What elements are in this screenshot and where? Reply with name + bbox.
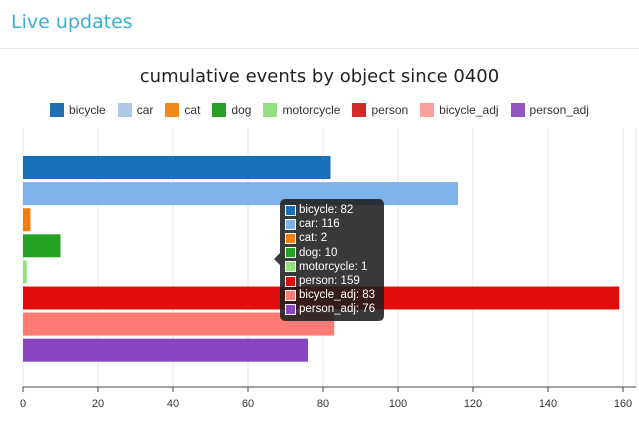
legend-swatch: [263, 103, 278, 117]
tooltip-swatch: [285, 261, 296, 273]
tooltip-row: person: 159: [285, 274, 379, 288]
chart-x-axis: 0 20 40 60 80 100 120 140 160: [20, 386, 636, 410]
tooltip-swatch: [285, 275, 296, 287]
bar-bicycle[interactable]: [23, 156, 331, 179]
tooltip-swatch: [285, 218, 296, 230]
tooltip-row: bicycle_adj: 83: [285, 288, 379, 302]
tooltip-swatch: [285, 247, 296, 259]
x-tick-label: 20: [92, 398, 104, 410]
tooltip-row: dog: 10: [285, 246, 379, 260]
tooltip-row: bicycle: 82: [285, 203, 379, 217]
bar-dog[interactable]: [23, 234, 61, 258]
legend-item-bicycle[interactable]: bicycle: [50, 103, 106, 117]
legend-swatch: [352, 103, 367, 117]
tooltip-row: motorcycle: 1: [285, 260, 379, 274]
tooltip-swatch: [285, 289, 296, 301]
x-tick-label: 120: [464, 398, 482, 410]
page-header: Live updates: [0, 0, 639, 48]
x-tick-label: 0: [20, 398, 26, 410]
tooltip-row: person_adj: 76: [285, 302, 379, 316]
chart-title: cumulative events by object since 0400: [139, 66, 500, 87]
x-tick-label: 80: [317, 398, 329, 410]
legend-item-bicycle-adj[interactable]: bicycle_adj: [420, 103, 499, 117]
legend-swatch: [420, 103, 435, 117]
bar-car[interactable]: [23, 182, 458, 206]
legend-item-person[interactable]: person: [352, 103, 408, 117]
legend-label: bicycle: [69, 103, 106, 117]
bar-motorcycle[interactable]: [23, 260, 27, 284]
tooltip-label: bicycle: 82: [299, 204, 354, 217]
tooltip-swatch: [285, 204, 296, 216]
x-tick-label: 140: [539, 398, 557, 410]
legend-label: car: [136, 103, 154, 117]
bar-bicycle-adj[interactable]: [23, 312, 335, 336]
tooltip-label: car: 116: [299, 218, 340, 231]
tooltip-label: motorcycle: 1: [299, 260, 368, 273]
page-title: Live updates: [11, 11, 133, 33]
bar-cat[interactable]: [23, 208, 31, 232]
legend-item-motorcycle[interactable]: motorcycle: [263, 103, 340, 117]
legend-label: bicycle_adj: [439, 103, 499, 117]
legend-label: motorcycle: [282, 103, 341, 117]
legend-label: dog: [231, 103, 252, 117]
legend-swatch: [117, 103, 132, 117]
legend-swatch: [165, 103, 180, 117]
x-tick-label: 100: [389, 398, 407, 410]
legend-item-car[interactable]: car: [117, 103, 154, 117]
x-tick-label: 40: [167, 398, 179, 410]
legend-item-dog[interactable]: dog: [212, 103, 251, 117]
tooltip-label: person_adj: 76: [299, 303, 376, 316]
x-tick-label: 160: [614, 398, 632, 410]
chart-tooltip: bicycle: 82 car: 116 cat: 2 dog: 10 motorcyc…: [274, 199, 384, 321]
header-divider: [0, 48, 639, 49]
legend-label: cat: [184, 103, 201, 117]
tooltip-label: dog: 10: [299, 246, 338, 259]
tooltip-row: cat: 2: [285, 231, 379, 245]
legend-item-cat[interactable]: cat: [165, 103, 200, 117]
legend-item-person-adj[interactable]: person_adj: [510, 103, 589, 117]
tooltip-label: bicycle_adj: 83: [299, 289, 376, 302]
legend-swatch: [212, 103, 227, 117]
legend-label: person: [371, 103, 409, 117]
legend-swatch: [510, 103, 525, 117]
bar-person-adj[interactable]: [23, 338, 308, 362]
tooltip-swatch: [285, 303, 296, 315]
tooltip-label: person: 159: [299, 275, 360, 288]
tooltip-label: cat: 2: [299, 232, 328, 245]
tooltip-swatch: [285, 232, 296, 244]
legend-swatch: [50, 103, 65, 117]
legend-label: person_adj: [529, 103, 589, 117]
x-tick-label: 60: [242, 398, 254, 410]
chart-legend: bicycle car cat dog motorcycle person bicycle_…: [0, 103, 639, 117]
tooltip-row: car: 116: [285, 217, 379, 231]
